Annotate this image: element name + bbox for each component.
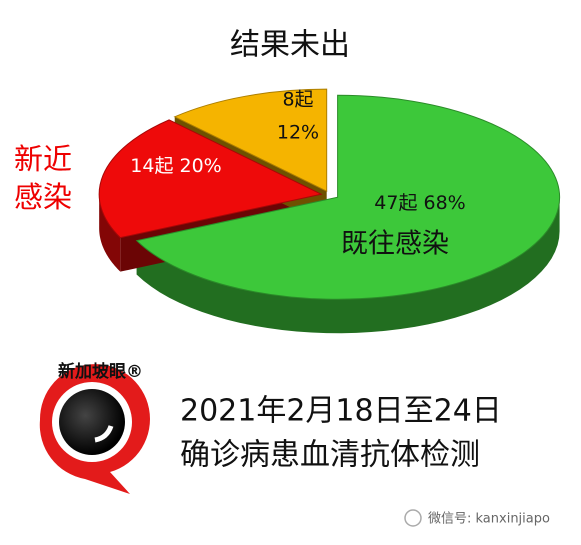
slice — [135, 94, 561, 300]
slice — [98, 119, 323, 239]
logo-text: 新加坡眼® — [58, 361, 143, 382]
logo-eye — [59, 389, 125, 455]
percent-label: 12% — [277, 122, 319, 144]
category-label: 新近感染 — [14, 142, 73, 214]
percent-label: 68% — [424, 192, 466, 214]
data-label: 47起 68% — [374, 192, 465, 214]
count-label: 8起 — [282, 89, 313, 111]
slice-wall — [136, 197, 560, 334]
pie — [98, 88, 561, 334]
count-label: 47起 — [374, 192, 417, 214]
logo-glint — [94, 425, 114, 443]
category-label: 结果未出 — [230, 28, 350, 63]
slice-wall — [99, 194, 121, 272]
watermark: 微信号: kanxinjiapo — [428, 512, 550, 527]
count-label: 14起 — [130, 155, 173, 177]
percent-label: 20% — [180, 155, 222, 177]
logo: 新加坡眼® — [39, 361, 150, 494]
caption-line: 确诊病患血清抗体检测 — [180, 438, 480, 473]
wechat-icon — [404, 509, 422, 527]
slice — [173, 88, 328, 192]
caption-line: 2021年2月18日至24日 — [180, 394, 502, 429]
category-label: 既往感染 — [341, 229, 449, 260]
data-label: 14起 20% — [130, 155, 221, 177]
